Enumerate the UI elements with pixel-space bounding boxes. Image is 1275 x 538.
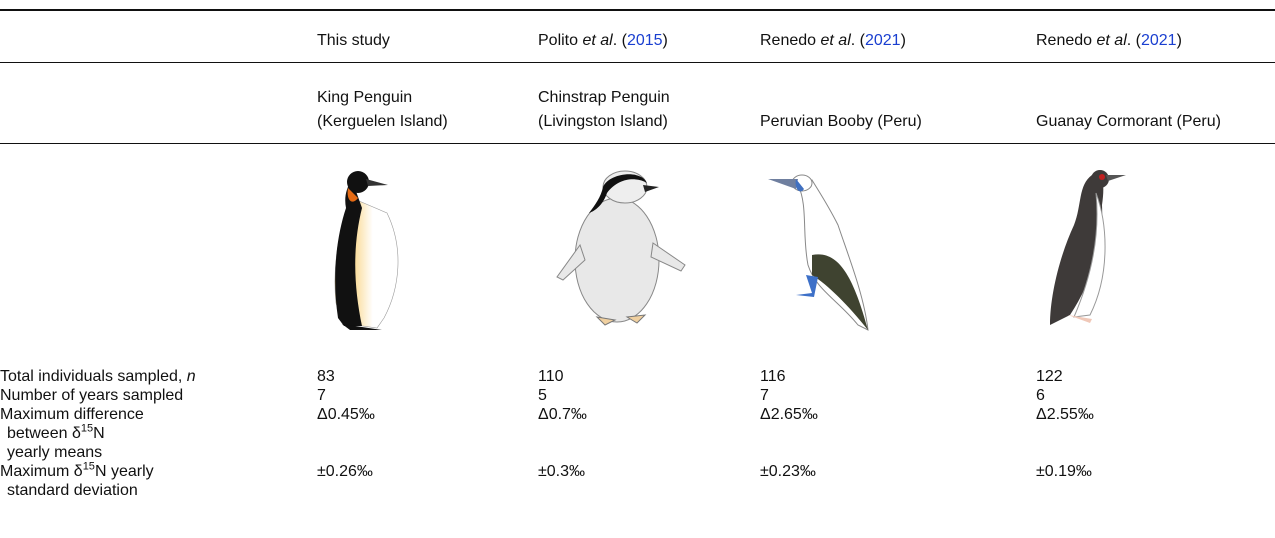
- king-penguin-illustration: [322, 168, 412, 333]
- text-part: ): [901, 32, 906, 49]
- species-name: (Livingston Island): [538, 112, 668, 131]
- row-label: Maximum difference: [0, 405, 144, 424]
- text-part: N: [93, 425, 105, 442]
- species-name: Chinstrap Penguin: [538, 88, 670, 107]
- text-part: Polito: [538, 32, 582, 49]
- cell-value: 6: [1036, 386, 1045, 405]
- column-source: Polito et al. (2015): [538, 31, 668, 50]
- species-rule: [0, 143, 1275, 144]
- chinstrap-penguin-illustration: [545, 165, 695, 335]
- header-rule: [0, 62, 1275, 63]
- cell-value: 7: [317, 386, 326, 405]
- text-part: This study: [317, 32, 390, 49]
- row-label: Total individuals sampled, n: [0, 367, 196, 386]
- text-part: 15: [83, 461, 95, 473]
- citation-link[interactable]: 2021: [1141, 32, 1177, 49]
- cell-value: Δ0.45‰: [317, 405, 375, 424]
- cell-value: 5: [538, 386, 547, 405]
- text-part: ): [1177, 32, 1182, 49]
- text-part: Maximum difference: [0, 406, 144, 423]
- cell-value: 7: [760, 386, 769, 405]
- text-part: Maximum δ: [0, 463, 83, 480]
- text-part: Number of years sampled: [0, 387, 183, 404]
- text-part: et al: [821, 32, 851, 49]
- text-part: . (: [851, 32, 865, 49]
- cell-value: ±0.19‰: [1036, 462, 1092, 481]
- row-label: yearly means: [7, 443, 102, 462]
- row-label: standard deviation: [7, 481, 138, 500]
- peruvian-booby-illustration: [768, 165, 888, 335]
- table-page: This study King Penguin (Kerguelen Island)…: [0, 0, 1275, 538]
- cell-value: Δ2.65‰: [760, 405, 818, 424]
- species-name: King Penguin: [317, 88, 412, 107]
- cell-value: ±0.23‰: [760, 462, 816, 481]
- text-part: . (: [613, 32, 627, 49]
- species-name: Peruvian Booby (Peru): [760, 112, 922, 131]
- row-label: Maximum δ15N yearly: [0, 462, 154, 481]
- cell-value: 116: [760, 367, 786, 386]
- cell-value: 110: [538, 367, 564, 386]
- text-part: 15: [81, 423, 93, 435]
- species-name: (Kerguelen Island): [317, 112, 448, 131]
- row-label: between δ15N: [7, 424, 105, 443]
- text-part: . (: [1127, 32, 1141, 49]
- cell-value: 83: [317, 367, 335, 386]
- text-part: Total individuals sampled,: [0, 368, 187, 385]
- text-part: et al: [582, 32, 612, 49]
- text-part: n: [187, 368, 196, 385]
- text-part: Renedo: [760, 32, 821, 49]
- text-part: et al: [1097, 32, 1127, 49]
- citation-link[interactable]: 2015: [627, 32, 663, 49]
- column-source: Renedo et al. (2021): [760, 31, 906, 50]
- column-source: Renedo et al. (2021): [1036, 31, 1182, 50]
- text-part: yearly means: [7, 444, 102, 461]
- text-part: Renedo: [1036, 32, 1097, 49]
- species-name: Guanay Cormorant (Peru): [1036, 112, 1221, 131]
- row-label: Number of years sampled: [0, 386, 183, 405]
- cell-value: Δ2.55‰: [1036, 405, 1094, 424]
- cell-value: ±0.3‰: [538, 462, 585, 481]
- text-part: standard deviation: [7, 482, 138, 499]
- cell-value: 122: [1036, 367, 1063, 386]
- cell-value: ±0.26‰: [317, 462, 373, 481]
- cell-value: Δ0.7‰: [538, 405, 587, 424]
- top-rule: [0, 9, 1275, 11]
- column-source: This study: [317, 31, 390, 50]
- text-part: between δ: [7, 425, 81, 442]
- text-part: N yearly: [95, 463, 154, 480]
- guanay-cormorant-illustration: [1030, 165, 1140, 335]
- text-part: ): [663, 32, 668, 49]
- citation-link[interactable]: 2021: [865, 32, 901, 49]
